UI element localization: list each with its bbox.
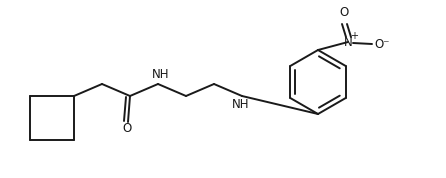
Text: NH: NH [232, 98, 250, 111]
Text: O: O [339, 7, 349, 20]
Text: +: + [350, 31, 358, 41]
Text: O: O [122, 122, 132, 135]
Text: O⁻: O⁻ [374, 38, 390, 51]
Text: NH: NH [152, 69, 170, 82]
Text: N: N [343, 35, 352, 48]
